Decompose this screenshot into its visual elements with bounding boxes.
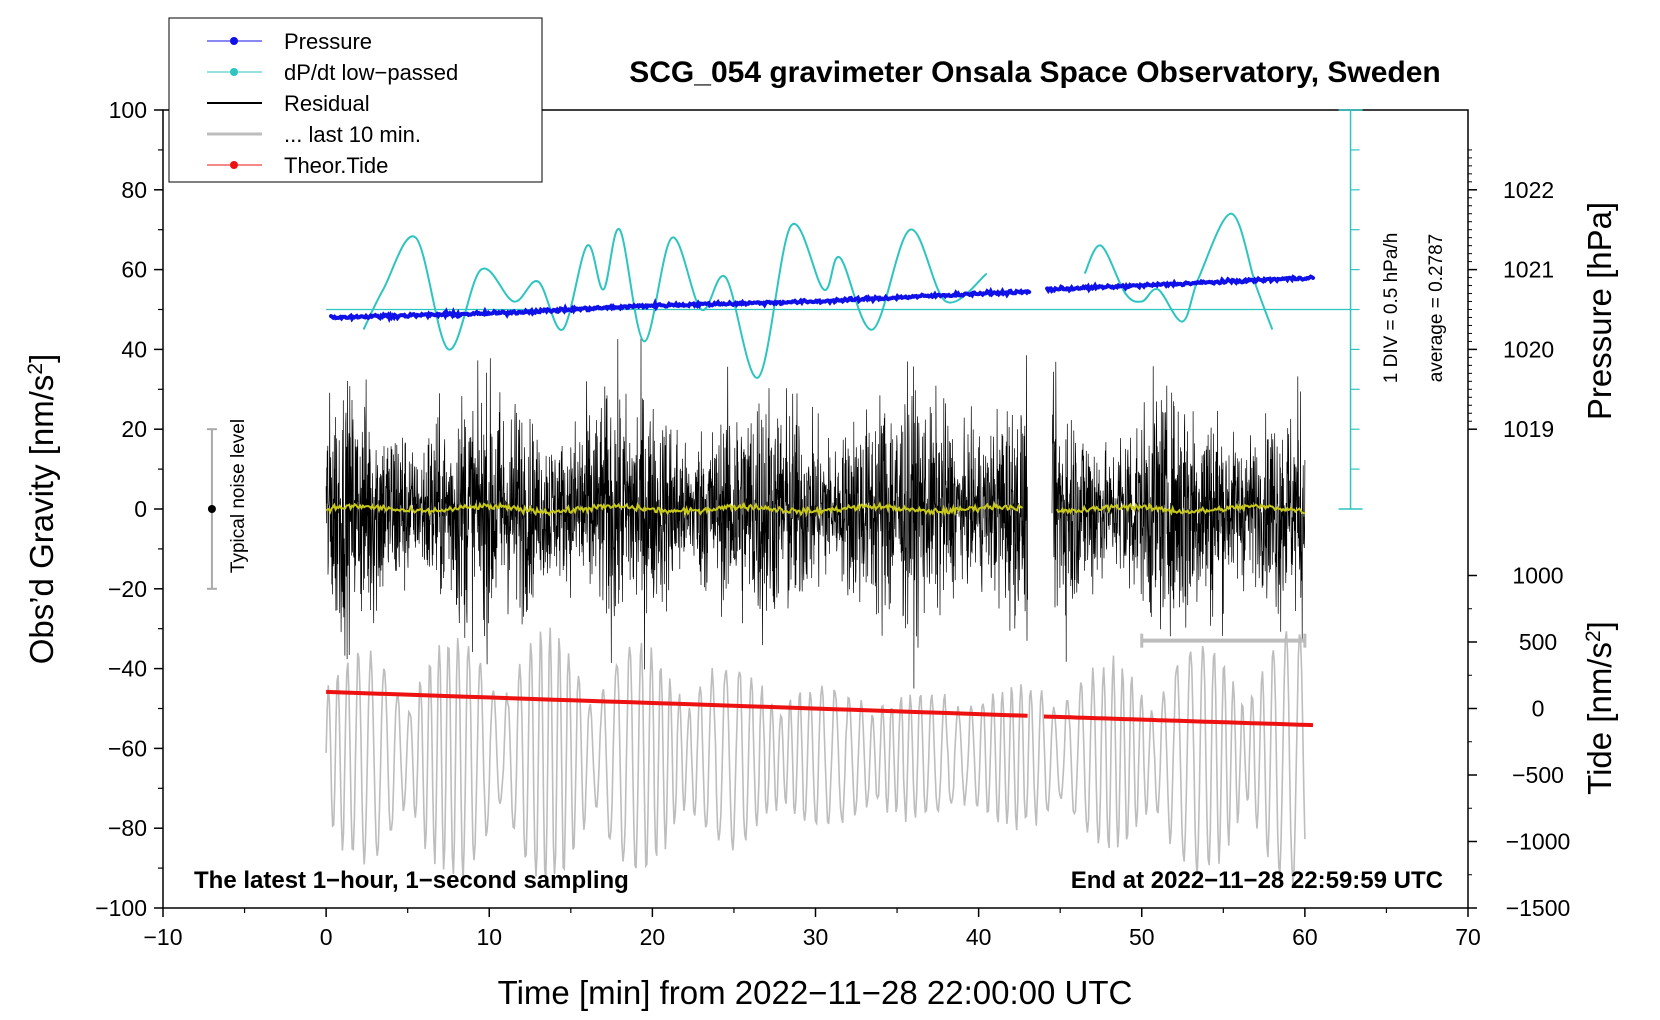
- y-tick-label-left: 80: [121, 177, 147, 203]
- scale-div-label: 1 DIV = 0.5 hPa/h: [1381, 233, 1402, 384]
- residual-trace-1: [325, 338, 1028, 689]
- dpdt-trace-2: [1083, 212, 1274, 330]
- tide-tick-label: −500: [1512, 762, 1564, 788]
- legend-marker: [230, 37, 238, 45]
- annotation-layer: [206, 109, 1363, 648]
- legend: Pressure dP/dt low−passed Residual ... last…: [168, 17, 543, 183]
- y-tick-label-left: 60: [121, 257, 147, 283]
- legend-label: Pressure: [284, 29, 372, 54]
- tide-tick-label: 500: [1519, 629, 1557, 655]
- y-tick-label-left: −100: [95, 895, 147, 921]
- last-10-min-trace: [325, 627, 1306, 884]
- trace-layer: [325, 212, 1351, 884]
- y-tick-label-left: −20: [108, 576, 147, 602]
- y-tick-label-left: 0: [134, 496, 147, 522]
- tide-trace-2: [1043, 714, 1314, 728]
- y-tick-label-left: 100: [109, 97, 147, 123]
- x-tick-label: 60: [1292, 924, 1318, 950]
- tide-tick-label: −1000: [1506, 829, 1571, 855]
- pressure-tick-label: 1019: [1503, 416, 1554, 442]
- legend-label: Residual: [284, 91, 370, 116]
- legend-items: Pressure dP/dt low−passed Residual ... last…: [207, 29, 458, 178]
- x-tick-label: 30: [803, 924, 829, 950]
- x-tick-label: 20: [640, 924, 666, 950]
- x-axis-title: Time [min] from 2022−11−28 22:00:00 UTC: [498, 974, 1133, 1011]
- x-tick-label: 40: [966, 924, 992, 950]
- y-tick-label-left: −40: [108, 656, 147, 682]
- legend-box: [168, 17, 543, 183]
- note-end-time: End at 2022−11−28 22:59:59 UTC: [1071, 867, 1443, 894]
- x-tick-label: 70: [1455, 924, 1481, 950]
- pressure-trace-1: [329, 286, 1032, 323]
- pressure-tick-label: 1020: [1503, 336, 1554, 362]
- tide-tick-label: 0: [1532, 696, 1545, 722]
- y-axis-title-tide: Tide [nm/s2]: [1581, 621, 1618, 795]
- legend-label: Theor.Tide: [284, 153, 388, 178]
- note-sampling: The latest 1−hour, 1−second sampling: [194, 867, 629, 894]
- residual-trace-2: [1051, 361, 1306, 662]
- y-tick-label-left: −80: [108, 815, 147, 841]
- legend-marker: [230, 161, 238, 169]
- y-tick-label-left: −60: [108, 735, 147, 761]
- y-tick-label-left: 20: [121, 416, 147, 442]
- tide-trace-1: [326, 689, 1028, 718]
- smoothed-residual-2: [1056, 502, 1306, 516]
- noise-level-label: Typical noise level: [228, 419, 249, 573]
- axes-layer: −10 0 10 20 30 40 50 60 70−100−80−60−40−20020406…: [95, 97, 1570, 950]
- pressure-tick-label: 1021: [1503, 257, 1554, 283]
- x-tick-label: 10: [476, 924, 502, 950]
- tide-tick-label: 1000: [1512, 563, 1563, 589]
- chart-title: SCG_054 gravimeter Onsala Space Observat…: [629, 56, 1441, 89]
- x-tick-label: 50: [1129, 924, 1155, 950]
- average-label: average = 0.2787: [1426, 234, 1447, 382]
- smoothed-residual-1: [325, 500, 1023, 517]
- pressure-trace-2: [1045, 274, 1315, 295]
- y-axis-title-pressure: Pressure [hPa]: [1581, 202, 1618, 420]
- y-axis-title-left: Obs’d Gravity [nm/s2]: [23, 354, 60, 665]
- legend-label: dP/dt low−passed: [284, 60, 458, 85]
- noise-bar-center-dot: [207, 505, 216, 513]
- legend-marker: [230, 68, 238, 76]
- dpdt-trace-1: [362, 222, 988, 379]
- tide-tick-label: −1500: [1506, 895, 1571, 921]
- y-tick-label-left: 40: [121, 336, 147, 362]
- x-tick-label: 0: [320, 924, 333, 950]
- x-tick-label: −10: [143, 924, 182, 950]
- legend-label: ... last 10 min.: [284, 122, 421, 147]
- pressure-tick-label: 1022: [1503, 177, 1554, 203]
